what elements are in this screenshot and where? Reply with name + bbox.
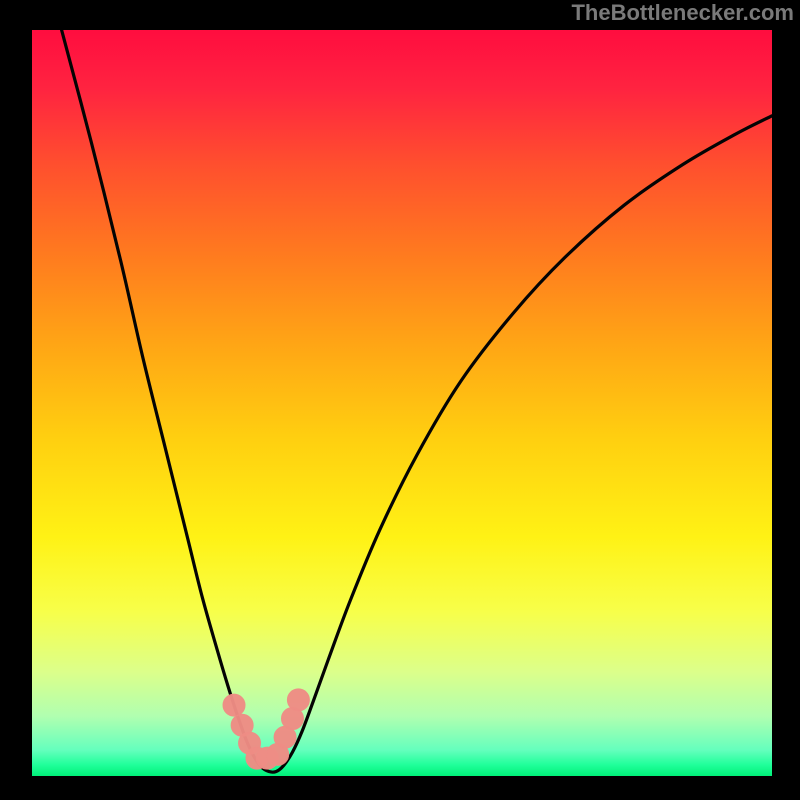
marker-dot (223, 694, 245, 716)
plot-background (32, 30, 772, 776)
marker-dot (287, 689, 309, 711)
watermark-text: TheBottlenecker.com (571, 0, 794, 26)
bottleneck-curve-plot (0, 0, 800, 800)
